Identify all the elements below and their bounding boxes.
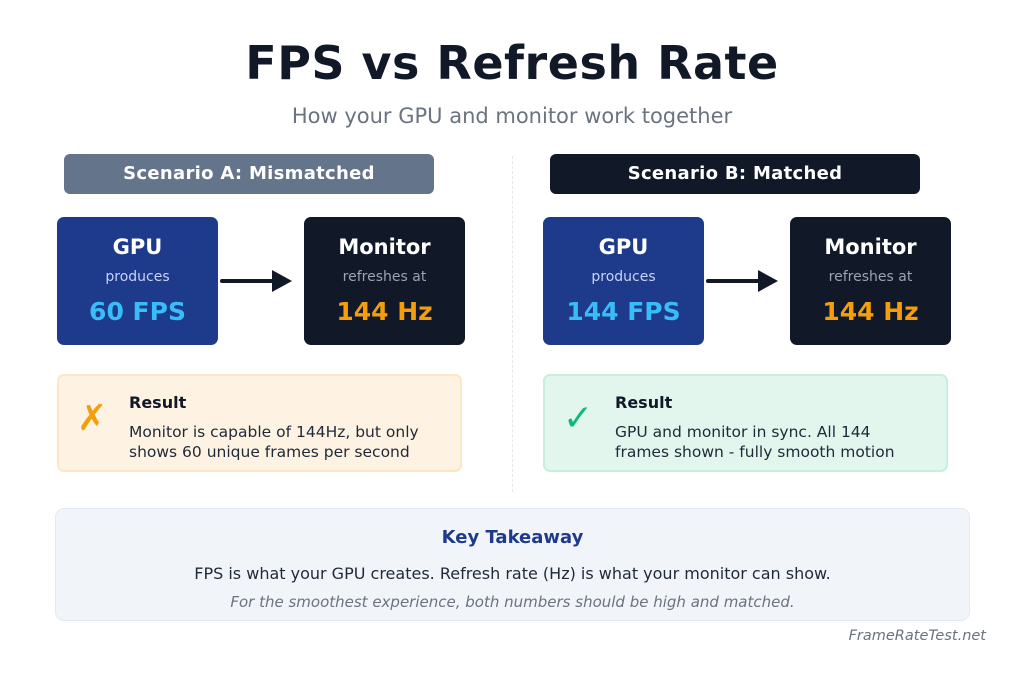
scenario-a-heading: Scenario A: Mismatched: [64, 154, 434, 194]
result-line-1: GPU and monitor in sync. All 144: [615, 423, 871, 441]
gpu-fps-value: 144 FPS: [566, 297, 681, 326]
gpu-fps-value: 60 FPS: [89, 297, 186, 326]
scenario-b-heading: Scenario B: Matched: [550, 154, 920, 194]
result-line-1: Monitor is capable of 144Hz, but only: [129, 423, 419, 441]
result-title: Result: [615, 393, 673, 412]
monitor-caption: refreshes at: [342, 269, 427, 285]
gpu-title: GPU: [598, 235, 649, 259]
result-text: GPU and monitor in sync. All 144 frames …: [615, 422, 935, 462]
scenario-a-gpu-box: GPU produces 60 FPS: [57, 217, 218, 345]
page-subtitle: How your GPU and monitor work together: [291, 104, 733, 128]
gpu-caption: produces: [105, 269, 170, 285]
scenario-b-gpu-box: GPU produces 144 FPS: [543, 217, 704, 345]
monitor-caption: refreshes at: [828, 269, 913, 285]
cross-icon: ✗: [77, 398, 108, 439]
key-takeaway-text: FPS is what your GPU creates. Refresh ra…: [194, 564, 831, 583]
gpu-caption: produces: [591, 269, 656, 285]
key-takeaway-title: Key Takeaway: [441, 527, 584, 548]
result-line-2: frames shown - fully smooth motion: [615, 443, 895, 461]
monitor-title: Monitor: [338, 235, 431, 259]
key-takeaway-note: For the smoothest experience, both numbe…: [230, 593, 795, 611]
brand-watermark: FrameRateTest.net: [848, 628, 986, 644]
result-line-2: shows 60 unique frames per second: [129, 443, 410, 461]
monitor-title: Monitor: [824, 235, 917, 259]
arrow-right-icon: [220, 270, 292, 292]
check-icon: ✓: [563, 398, 594, 439]
gpu-title: GPU: [112, 235, 163, 259]
result-text: Monitor is capable of 144Hz, but only sh…: [129, 422, 449, 462]
result-title: Result: [129, 393, 187, 412]
page-title: FPS vs Refresh Rate: [245, 36, 779, 90]
scenario-divider: [512, 156, 513, 492]
scenario-b-monitor-box: Monitor refreshes at 144 Hz: [790, 217, 951, 345]
monitor-hz-value: 144 Hz: [336, 297, 433, 326]
scenario-a-monitor-box: Monitor refreshes at 144 Hz: [304, 217, 465, 345]
arrow-right-icon: [706, 270, 778, 292]
scenario-b-result-card: ✓ Result GPU and monitor in sync. All 14…: [543, 374, 948, 472]
monitor-hz-value: 144 Hz: [822, 297, 919, 326]
scenario-a-result-card: ✗ Result Monitor is capable of 144Hz, bu…: [57, 374, 462, 472]
key-takeaway-panel: Key Takeaway FPS is what your GPU create…: [55, 508, 970, 621]
